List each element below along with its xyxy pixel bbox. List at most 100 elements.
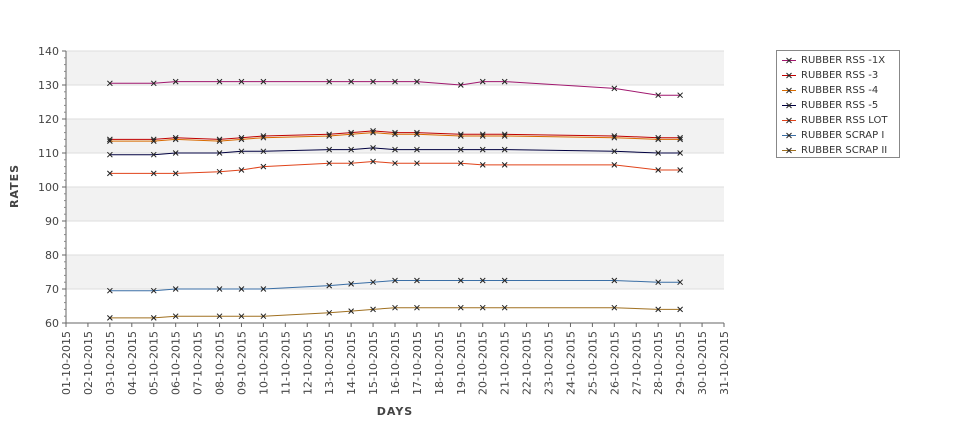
data-point xyxy=(172,78,179,85)
x-tick-label: 29-10-2015 xyxy=(674,331,687,395)
data-point xyxy=(677,136,683,143)
legend-item: RUBBER RSS LOT xyxy=(781,113,899,128)
data-point xyxy=(611,85,618,92)
series-6 xyxy=(107,277,683,294)
data-point xyxy=(501,304,508,311)
data-point xyxy=(501,133,508,139)
data-point xyxy=(150,315,157,321)
data-point xyxy=(326,146,333,153)
data-point xyxy=(150,138,157,144)
data-point xyxy=(216,313,223,320)
data-point xyxy=(260,286,267,292)
data-point xyxy=(348,160,354,167)
data-point xyxy=(655,150,662,156)
data-point xyxy=(392,146,398,153)
data-point xyxy=(414,78,420,85)
data-point xyxy=(501,78,508,85)
data-point xyxy=(172,170,179,177)
data-point xyxy=(392,131,398,138)
legend-item: RUBBER SCRAP II xyxy=(781,143,899,158)
data-point xyxy=(655,279,662,286)
legend-item: RUBBER RSS -4 xyxy=(781,83,899,98)
series-4 xyxy=(107,145,683,158)
data-point xyxy=(414,160,420,167)
x-tick-label: 25-10-2015 xyxy=(586,331,599,395)
legend-item: RUBBER RSS -3 xyxy=(781,68,899,83)
data-point xyxy=(348,281,354,287)
data-point xyxy=(238,78,245,85)
data-point xyxy=(107,170,113,177)
x-tick-label: 04-10-2015 xyxy=(126,331,139,395)
data-point xyxy=(107,80,113,87)
data-point xyxy=(370,78,376,85)
data-point xyxy=(611,148,618,155)
x-tick-label: 30-10-2015 xyxy=(696,331,709,395)
data-point xyxy=(501,277,508,284)
data-point xyxy=(392,160,398,167)
grid-band xyxy=(66,153,724,187)
data-point xyxy=(479,277,486,284)
x-tick-label: 14-10-2015 xyxy=(345,331,358,395)
data-point xyxy=(677,306,683,313)
data-point xyxy=(611,277,618,284)
data-point xyxy=(370,279,376,286)
data-point xyxy=(107,138,113,144)
x-tick-label: 09-10-2015 xyxy=(235,331,248,395)
data-point xyxy=(655,92,662,99)
y-axis-ticks: 60 70 80 90 100 110 120 130 140 xyxy=(38,45,66,330)
data-point xyxy=(238,148,245,155)
x-tick-label: 02-10-2015 xyxy=(82,331,95,395)
x-tick-label: 18-10-2015 xyxy=(433,331,446,395)
grid-band xyxy=(66,187,724,221)
legend-marker-icon xyxy=(781,128,797,143)
data-point xyxy=(238,313,245,320)
x-tick-label: 17-10-2015 xyxy=(411,331,424,395)
y-tick-label: 60 xyxy=(45,317,59,330)
x-tick-label: 12-10-2015 xyxy=(301,331,314,395)
data-point xyxy=(414,304,420,311)
data-point xyxy=(260,134,267,141)
x-tick-label: 20-10-2015 xyxy=(477,331,490,395)
data-point xyxy=(370,145,376,151)
data-point xyxy=(150,170,157,177)
x-tick-label: 15-10-2015 xyxy=(367,331,380,395)
y-tick-label: 90 xyxy=(45,215,59,228)
legend-item: RUBBER RSS -1X xyxy=(781,53,899,68)
data-point xyxy=(414,131,420,138)
x-tick-label: 07-10-2015 xyxy=(192,331,205,395)
legend-marker-icon xyxy=(781,113,797,128)
grid-band xyxy=(66,51,724,85)
data-point xyxy=(326,309,333,316)
x-axis-title: DAYS xyxy=(377,405,413,418)
x-tick-label: 03-10-2015 xyxy=(104,331,117,395)
data-point xyxy=(392,78,398,85)
data-point xyxy=(238,167,245,173)
data-point xyxy=(238,286,245,292)
x-tick-label: 19-10-2015 xyxy=(455,331,468,395)
data-point xyxy=(216,286,223,292)
x-tick-label: 01-10-2015 xyxy=(60,331,73,395)
legend-label: RUBBER RSS -1X xyxy=(801,55,886,66)
chart-legend: RUBBER RSS -1X RUBBER RSS -3 RUBBER RSS -4… xyxy=(776,50,900,158)
x-tick-label: 08-10-2015 xyxy=(214,331,227,395)
data-point xyxy=(370,306,376,313)
data-point xyxy=(260,163,267,170)
series-group xyxy=(107,78,683,321)
y-tick-label: 80 xyxy=(45,249,59,262)
data-point xyxy=(172,150,179,156)
data-point xyxy=(392,277,398,284)
data-point xyxy=(150,80,157,87)
series-5 xyxy=(107,158,683,177)
data-point xyxy=(348,308,354,314)
legend-item: RUBBER RSS -5 xyxy=(781,98,899,113)
data-point xyxy=(150,287,157,294)
x-tick-label: 22-10-2015 xyxy=(521,331,534,395)
y-tick-label: 70 xyxy=(45,283,59,296)
data-point xyxy=(501,162,508,168)
data-point xyxy=(172,286,179,292)
legend-label: RUBBER RSS -5 xyxy=(801,100,879,111)
y-tick-label: 100 xyxy=(38,181,59,194)
data-point xyxy=(414,146,420,153)
data-point xyxy=(326,133,333,139)
legend-marker-icon xyxy=(781,98,797,113)
